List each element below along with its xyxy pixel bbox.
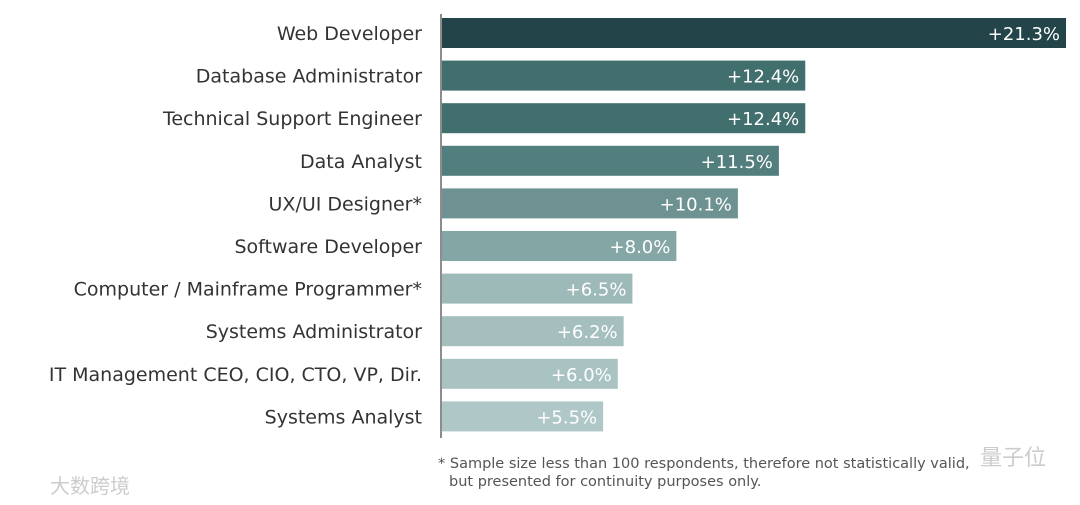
value-label: +5.5%	[536, 407, 597, 428]
bar	[442, 316, 624, 347]
bar	[442, 18, 1066, 48]
value-label: +11.5%	[701, 152, 773, 173]
bar	[442, 60, 806, 91]
category-label: Technical Support Engineer	[162, 108, 422, 130]
value-label: +8.0%	[610, 237, 671, 258]
value-label: +21.3%	[988, 24, 1060, 45]
category-label: IT Management CEO, CIO, CTO, VP, Dir.	[49, 364, 422, 386]
value-label: +12.4%	[727, 109, 799, 130]
value-label: +6.2%	[557, 322, 618, 343]
bar	[442, 273, 633, 304]
bar	[442, 358, 618, 389]
category-label: Data Analyst	[300, 151, 422, 173]
bar	[442, 188, 738, 219]
bar	[442, 231, 677, 261]
bar	[442, 103, 806, 134]
value-label: +6.5%	[566, 280, 627, 301]
category-label: Software Developer	[234, 236, 422, 258]
value-label: +12.4%	[727, 67, 799, 88]
footnote-line-2: but presented for continuity purposes on…	[449, 474, 762, 490]
bar	[442, 401, 604, 432]
value-label: +6.0%	[551, 365, 612, 386]
bar	[442, 145, 779, 176]
category-label: Systems Administrator	[206, 321, 422, 343]
footnote: * Sample size less than 100 respondents,…	[438, 455, 970, 491]
watermark-liangziwei: 量子位	[980, 446, 1047, 471]
footnote-line-1: * Sample size less than 100 respondents,…	[438, 456, 970, 472]
watermark-dashukuajing: 大数跨境	[50, 474, 130, 498]
category-label: Web Developer	[277, 23, 422, 45]
category-label: Computer / Mainframe Programmer*	[74, 279, 422, 301]
category-label: UX/UI Designer*	[269, 193, 422, 215]
value-label: +10.1%	[660, 194, 732, 215]
category-label: Systems Analyst	[265, 406, 422, 428]
category-label: Database Administrator	[196, 66, 422, 88]
